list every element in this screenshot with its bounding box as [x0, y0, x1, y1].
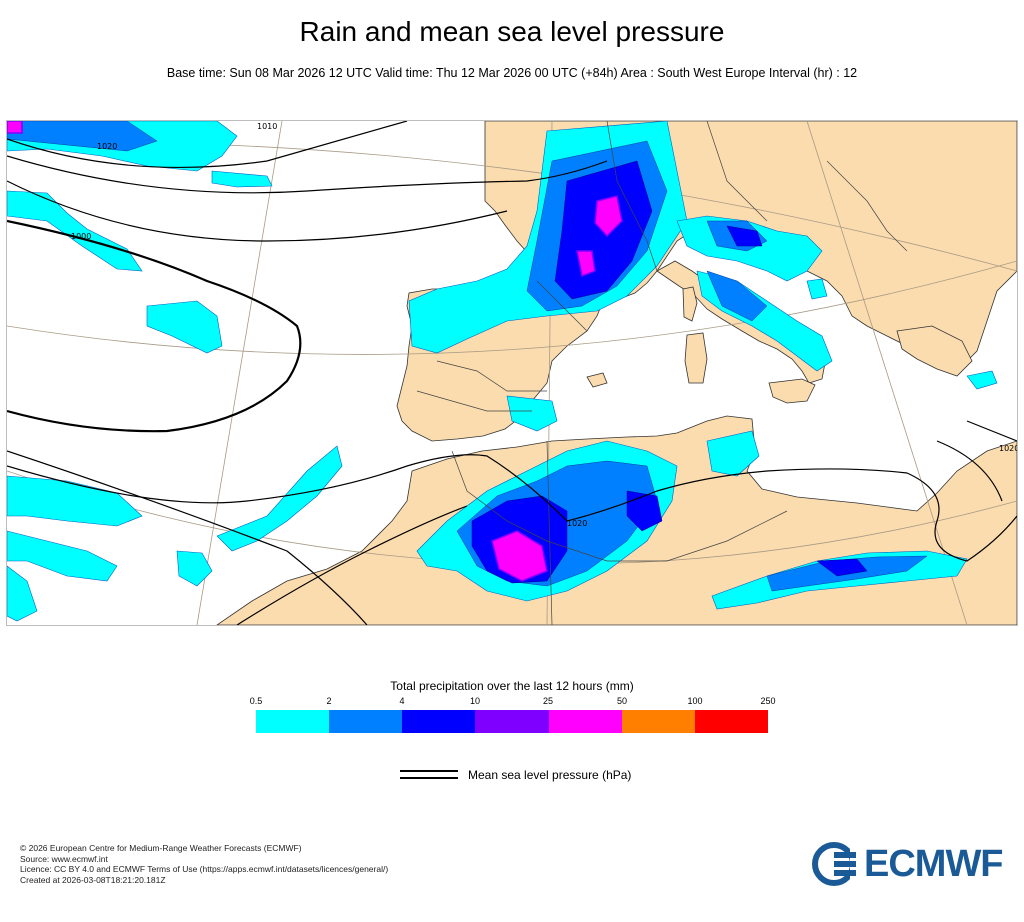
isobar-label: 1020 [97, 142, 117, 151]
legend-title: Total precipitation over the last 12 hou… [390, 679, 634, 693]
footer-line: Licence: CC BY 4.0 and ECMWF Terms of Us… [20, 864, 389, 875]
legend-tick: 0.5 [249, 696, 263, 706]
land-balearic [586, 372, 608, 388]
mslp-legend: Mean sea level pressure (hPa) [398, 766, 698, 786]
mslp-legend-line [400, 770, 458, 772]
color-scale-segment [256, 710, 330, 733]
color-scale-segment [475, 710, 549, 733]
forecast-map: 1010 1000 1020 1020 1020 [6, 120, 1018, 626]
isobar-labels: 1010 1000 1020 1020 1020 [71, 122, 1017, 528]
footer-credits: © 2026 European Centre for Medium-Range … [20, 843, 388, 885]
isobars [7, 121, 1017, 625]
legend-tick: 100 [687, 696, 703, 706]
isobar-label: 1000 [71, 232, 91, 241]
mslp-legend-line [400, 777, 458, 779]
legend-tick: 250 [760, 696, 776, 706]
color-scale-segment [694, 710, 768, 733]
ecmwf-logo: ECMWF [812, 842, 1008, 886]
color-scale-segment [329, 710, 403, 733]
precipitation-color-scale [256, 710, 768, 733]
land-corsica [682, 286, 698, 322]
precipitation-magenta [7, 121, 623, 582]
logo-text: ECMWF [864, 843, 1004, 885]
land-sardinia [684, 332, 708, 384]
color-scale-segment [548, 710, 622, 733]
legend-tick: 25 [542, 696, 554, 706]
isobar-label: 1020 [567, 519, 587, 528]
land-italy [656, 260, 826, 384]
color-scale-segment [402, 710, 476, 733]
land-greece [896, 325, 973, 377]
mslp-legend-label: Mean sea level pressure (hPa) [468, 768, 632, 782]
footer-line: Created at 2026-03-08T18:21:20.181Z [20, 874, 166, 885]
footer-line: Source: www.ecmwf.int [20, 853, 108, 864]
footer-line: © 2026 European Centre for Medium-Range … [20, 843, 302, 853]
legend-tick: 4 [399, 696, 405, 706]
page-subtitle: Base time: Sun 08 Mar 2026 12 UTC Valid … [166, 66, 858, 80]
color-scale-segment [621, 710, 695, 733]
land-sicily [768, 378, 816, 404]
borders [416, 121, 908, 625]
page-title: Rain and mean sea level pressure [299, 16, 725, 47]
legend-tick: 2 [326, 696, 332, 706]
isobar-label: 1010 [257, 122, 277, 131]
legend-ticks: 0.5 2 4 10 25 50 100 250 [250, 696, 776, 708]
legend-tick: 50 [616, 696, 628, 706]
legend-tick: 10 [469, 696, 481, 706]
isobar-label: 1020 [999, 444, 1017, 453]
map-canvas: 1010 1000 1020 1020 1020 [7, 121, 1017, 625]
ecmwf-logo-icon [812, 842, 862, 886]
